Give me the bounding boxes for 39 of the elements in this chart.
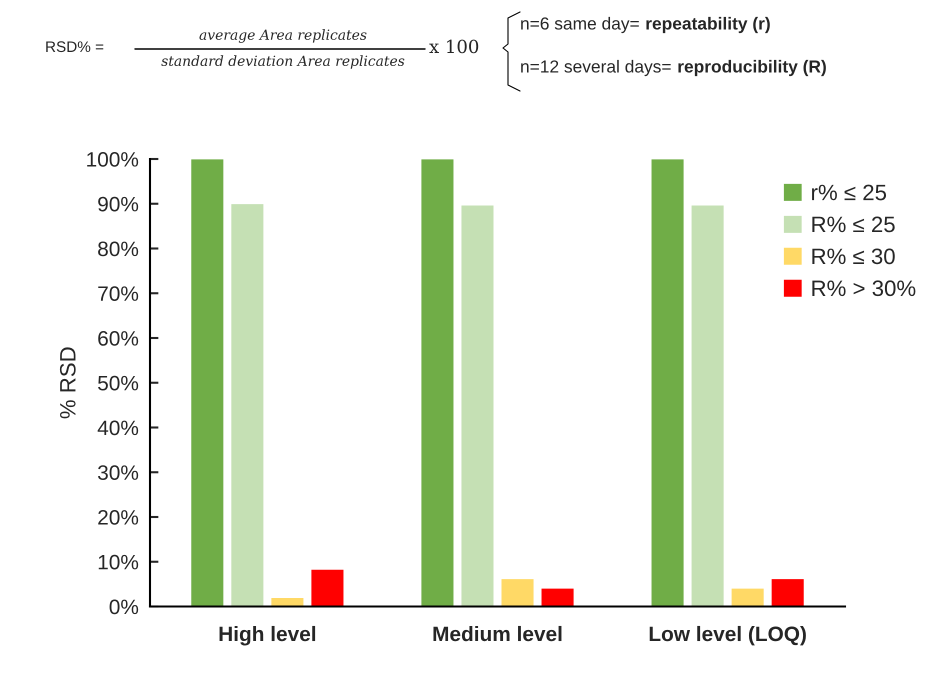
x-tick-label: High level <box>220 626 316 646</box>
bar <box>310 568 344 606</box>
y-tick-label: 90% <box>98 196 138 212</box>
bar <box>730 588 765 606</box>
legend-label: r% ≤ 25 <box>812 184 886 200</box>
text: RSD% = <box>46 41 104 52</box>
y-tick-label: 100% <box>87 152 138 167</box>
bar <box>690 204 724 606</box>
legend-label: R% > 30% <box>812 280 916 296</box>
y-tick-label: 10% <box>98 554 138 570</box>
bar <box>420 159 454 606</box>
legend-label: R% ≤ 30 <box>812 248 895 264</box>
bar <box>460 204 494 606</box>
bar <box>500 578 534 606</box>
text: reproducibility (R) <box>678 60 826 76</box>
y-tick-label: 50% <box>98 376 138 391</box>
text: average Area replicates <box>199 29 367 43</box>
y-tick-label: 40% <box>98 420 138 436</box>
text: n=6 same day= <box>521 16 639 34</box>
bar <box>270 597 304 606</box>
bar <box>190 159 224 606</box>
legend-label: R% ≤ 25 <box>812 216 895 232</box>
y-tick-label: 0% <box>110 600 138 614</box>
text: x 100 <box>429 40 478 54</box>
y-tick-label: 60% <box>98 331 138 346</box>
y-tick-label: 30% <box>98 465 138 480</box>
bar <box>540 588 574 606</box>
y-tick-label: 80% <box>98 242 138 256</box>
y-tick-label: 20% <box>98 510 138 525</box>
text: standard deviation Area replicates <box>161 55 404 69</box>
y-axis-title: % RSD <box>60 347 76 418</box>
bar <box>650 159 684 606</box>
text: repeatability (r) <box>646 16 770 34</box>
bar <box>230 203 264 606</box>
text: n=12 several days= <box>521 60 671 76</box>
x-tick-label: Medium level <box>433 626 562 642</box>
x-tick-label: Low level (LOQ) <box>650 626 806 646</box>
y-tick-label: 70% <box>98 286 138 302</box>
bar <box>770 578 805 606</box>
